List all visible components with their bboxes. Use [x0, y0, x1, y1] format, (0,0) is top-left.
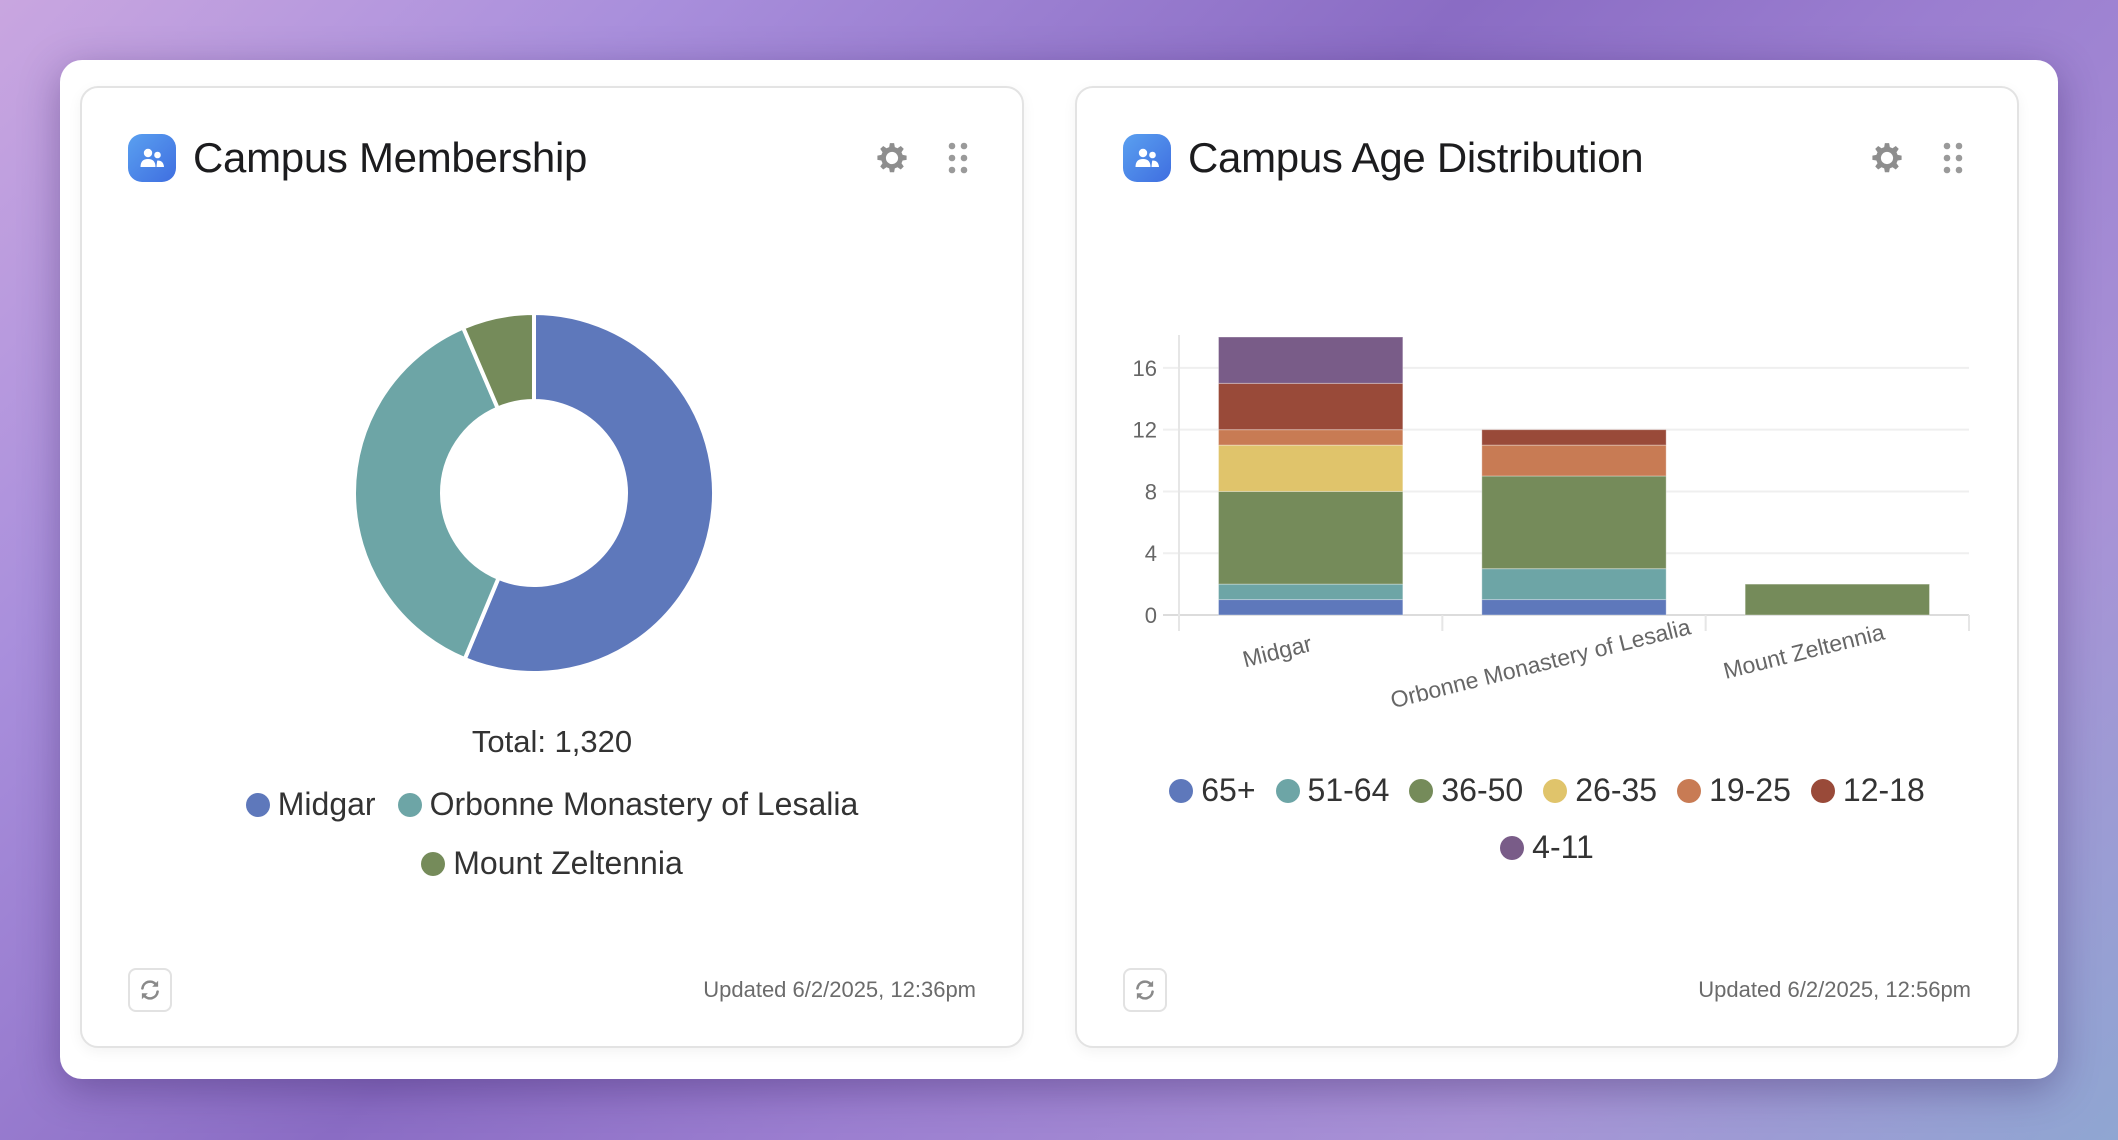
people-icon [1123, 134, 1171, 182]
legend-swatch [245, 792, 270, 817]
stacked-bar-chart: 0 4 8 12 16 Midgar Orbonne Monastery of Lesali… [1133, 335, 1970, 713]
legend-item-4-11[interactable]: 4-11 [1500, 829, 1594, 866]
legend-label: 26-35 [1575, 772, 1658, 808]
bar-segment-orbonne-monastery-of-lesalia-12-18[interactable] [1481, 429, 1667, 446]
settings-button[interactable] [1869, 140, 1905, 176]
legend-label: 12-18 [1842, 772, 1925, 808]
drag-handle-icon [948, 142, 968, 174]
x-tick-label: Mount Zeltennia [1721, 619, 1888, 684]
legend-item-12-18[interactable]: 12-18 [1810, 772, 1925, 809]
bar-segment-midgar-4-11[interactable] [1218, 336, 1404, 384]
legend-item-36-50[interactable]: 36-50 [1409, 772, 1523, 809]
legend-item-midgar[interactable]: Midgar [245, 786, 376, 823]
legend-label: 65+ [1201, 772, 1256, 808]
legend-label: Midgar [277, 786, 376, 822]
legend-item-orbonne-monastery-of-lesalia[interactable]: Orbonne Monastery of Lesalia [397, 786, 859, 823]
legend-label: 4-11 [1532, 829, 1594, 865]
card-footer: Updated 6/2/2025, 12:36pm [128, 966, 976, 1014]
donut-slice-orbonne-monastery-of-lesalia[interactable] [352, 324, 502, 662]
people-icon [128, 134, 176, 182]
bar-segment-orbonne-monastery-of-lesalia-36-50[interactable] [1481, 475, 1667, 570]
legend-label: 36-50 [1441, 772, 1524, 808]
bar-segment-orbonne-monastery-of-lesalia-65[interactable] [1481, 599, 1667, 616]
legend-label: 51-64 [1307, 772, 1390, 808]
updated-timestamp: Updated 6/2/2025, 12:36pm [703, 977, 976, 1002]
y-tick-label: 12 [1133, 418, 1157, 443]
refresh-icon [141, 980, 159, 1000]
legend-swatch [1500, 835, 1525, 860]
x-tick-label: Orbonne Monastery of Lesalia [1388, 613, 1693, 713]
legend-swatch [397, 792, 422, 817]
settings-button[interactable] [874, 140, 910, 176]
y-tick-label: 16 [1133, 356, 1157, 381]
x-tick-label: Midgar [1240, 630, 1315, 672]
gear-icon [1872, 143, 1902, 173]
card-header: Campus Age Distribution [1123, 130, 1971, 186]
drag-handle-button[interactable] [940, 140, 976, 176]
bar-segment-midgar-36-50[interactable] [1218, 490, 1404, 585]
legend-swatch [421, 851, 446, 876]
legend-item-51-64[interactable]: 51-64 [1275, 772, 1390, 809]
bar-segment-mount-zeltennia-36-50[interactable] [1744, 583, 1931, 616]
legend-item-19-25[interactable]: 19-25 [1677, 772, 1791, 809]
legend-swatch [1677, 778, 1702, 803]
bar-segment-midgar-26-35[interactable] [1218, 444, 1404, 492]
bar-segment-midgar-65[interactable] [1218, 599, 1404, 616]
card-footer: Updated 6/2/2025, 12:56pm [1123, 966, 1971, 1014]
bar-segment-orbonne-monastery-of-lesalia-19-25[interactable] [1481, 444, 1667, 477]
total-label: Total: 1,320 [471, 724, 633, 759]
bar-legend: 65+ 51-64 36-50 26-35 19-25 12-18 4-11 [1137, 772, 1957, 866]
card-header: Campus Membership [128, 130, 976, 186]
legend-swatch [1810, 778, 1835, 803]
donut-slice-mount-zeltennia[interactable] [460, 310, 536, 412]
y-tick-label: 8 [1145, 479, 1157, 504]
y-tick-label: 4 [1145, 541, 1157, 566]
legend-swatch [1275, 778, 1300, 803]
legend-item-26-35[interactable]: 26-35 [1543, 772, 1657, 809]
legend-item-65[interactable]: 65+ [1169, 772, 1256, 809]
legend-label: Mount Zeltennia [453, 845, 683, 881]
card-title: Campus Age Distribution [1188, 134, 1644, 181]
bar-segment-orbonne-monastery-of-lesalia-51-64[interactable] [1481, 568, 1667, 601]
y-tick-label: 0 [1145, 603, 1157, 628]
refresh-icon [1136, 980, 1154, 1000]
drag-handle-button[interactable] [1935, 140, 1971, 176]
donut-legend: Midgar Orbonne Monastery of Lesalia Mount … [202, 786, 902, 882]
legend-item-mount-zeltennia[interactable]: Mount Zeltennia [421, 845, 683, 882]
gear-icon [877, 143, 907, 173]
campus-age-distribution-card: Campus Age Distribution 0 4 8 12 16 Midgar Orb… [1075, 86, 2019, 1048]
donut-slice-midgar[interactable] [462, 310, 716, 675]
campus-membership-card: Campus Membership Total: 1,320 Midgar Orb… [80, 86, 1024, 1048]
card-title: Campus Membership [193, 134, 588, 181]
legend-swatch [1409, 778, 1434, 803]
donut-chart [352, 310, 716, 675]
dashboard-panel: Campus Membership Total: 1,320 Midgar Orb… [60, 60, 2058, 1079]
bar-segment-midgar-12-18[interactable] [1218, 382, 1404, 431]
legend-label: Orbonne Monastery of Lesalia [429, 786, 859, 822]
refresh-button[interactable] [1123, 968, 1167, 1012]
bar-segment-midgar-51-64[interactable] [1218, 583, 1404, 601]
updated-timestamp: Updated 6/2/2025, 12:56pm [1698, 977, 1971, 1002]
legend-label: 19-25 [1709, 772, 1791, 808]
refresh-button[interactable] [128, 968, 172, 1012]
legend-swatch [1169, 778, 1194, 803]
bar-segment-midgar-19-25[interactable] [1218, 429, 1404, 446]
drag-handle-icon [1943, 142, 1963, 174]
legend-swatch [1543, 778, 1568, 803]
